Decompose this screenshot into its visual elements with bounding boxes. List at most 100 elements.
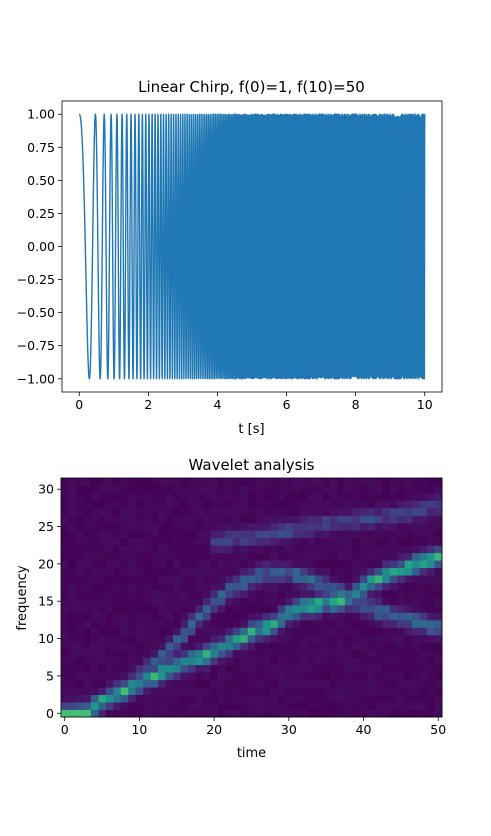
heatmap-cell [262,634,271,643]
heatmap-cell [120,597,129,606]
heatmap-cell [300,500,308,509]
heatmap-cell [120,604,129,613]
heatmap-cell [285,687,293,695]
heatmap-cell [419,672,428,681]
heatmap-cell [105,560,114,569]
heatmap-cell [180,582,189,591]
heatmap-cell [143,642,152,651]
heatmap-cell [322,634,331,643]
heatmap-cell [344,567,353,576]
heatmap-cell [322,612,331,621]
heatmap-cell [300,560,308,569]
heatmap-cell [352,515,361,524]
heatmap-cell [217,694,226,703]
heatmap-cell [135,687,144,695]
heatmap-cell [255,492,264,501]
heatmap-cell [158,537,166,546]
heatmap-cell [240,709,249,718]
heatmap-cell [337,627,346,636]
heatmap-cell [427,545,435,554]
heatmap-cell [285,478,293,486]
heatmap-cell [352,545,361,554]
heatmap-cell [210,709,219,718]
heatmap-cell [75,522,84,531]
heatmap-cell [83,604,92,613]
heatmap-cell [68,694,77,703]
heatmap-cell [188,679,196,688]
heatmap-cell [419,575,428,583]
heatmap-cell [397,507,406,516]
heatmap-cell [374,500,383,509]
y-tick-label: 0.75 [27,140,55,155]
heatmap-cell [367,492,376,501]
heatmap-cell [389,485,398,494]
heatmap-cell [404,709,413,718]
heatmap-cell [188,515,196,524]
heatmap-cell [173,485,181,494]
heatmap-cell [173,545,181,554]
heatmap-cell [352,597,361,606]
heatmap-cell [270,619,279,628]
heatmap-cell [300,522,308,531]
heatmap-cell [68,590,77,598]
heatmap-cell [307,649,316,658]
heatmap-cell [277,612,286,621]
heatmap-cell [367,485,376,494]
heatmap-cell [180,657,189,666]
heatmap-cell [255,702,264,710]
heatmap-cell [262,604,271,613]
heatmap-cell [427,702,435,710]
heatmap-cell [202,500,211,509]
heatmap-cell [382,687,391,695]
heatmap-cell [240,530,249,539]
heatmap-cell [143,709,152,718]
x-tick-label: 6 [283,397,291,412]
heatmap-cell [434,657,443,666]
heatmap-cell [315,485,323,494]
heatmap-cell [419,604,428,613]
heatmap-cell [404,515,413,524]
heatmap-cell [180,664,189,673]
heatmap-cell [359,552,368,561]
heatmap-cell [158,582,166,591]
heatmap-cell [240,507,249,516]
heatmap-cell [61,485,69,494]
heatmap-cell [277,492,286,501]
heatmap-cell [337,492,346,501]
heatmap-cell [285,597,293,606]
heatmap-cell [247,530,256,539]
heatmap-cell [322,515,331,524]
heatmap-cell [61,567,69,576]
heatmap-cell [412,679,420,688]
heatmap-cell [113,687,122,695]
heatmap-cell [158,642,166,651]
x-tick-label: 8 [352,397,360,412]
heatmap-cell [352,679,361,688]
heatmap-cell [105,515,114,524]
heatmap-cell [120,634,129,643]
heatmap-cell [404,567,413,576]
heatmap-cell [202,515,211,524]
heatmap-cell [367,649,376,658]
heatmap-cell [315,619,323,628]
heatmap-cell [262,672,271,681]
heatmap-cell [277,702,286,710]
heatmap-cell [352,492,361,501]
heatmap-cell [150,478,159,486]
heatmap-cell [150,657,159,666]
heatmap-cell [98,597,107,606]
heatmap-cell [262,537,271,546]
heatmap-cell [90,694,99,703]
heatmap-cell [150,560,159,569]
heatmap-cell [427,537,435,546]
heatmap-cell [419,492,428,501]
heatmap-cell [75,492,84,501]
heatmap-cell [292,679,301,688]
heatmap-cell [128,478,137,486]
heatmap-cell [195,634,204,643]
heatmap-cell [75,649,84,658]
heatmap-cell [120,627,129,636]
heatmap-cell [277,560,286,569]
heatmap-cell [427,500,435,509]
heatmap-cell [232,575,241,583]
